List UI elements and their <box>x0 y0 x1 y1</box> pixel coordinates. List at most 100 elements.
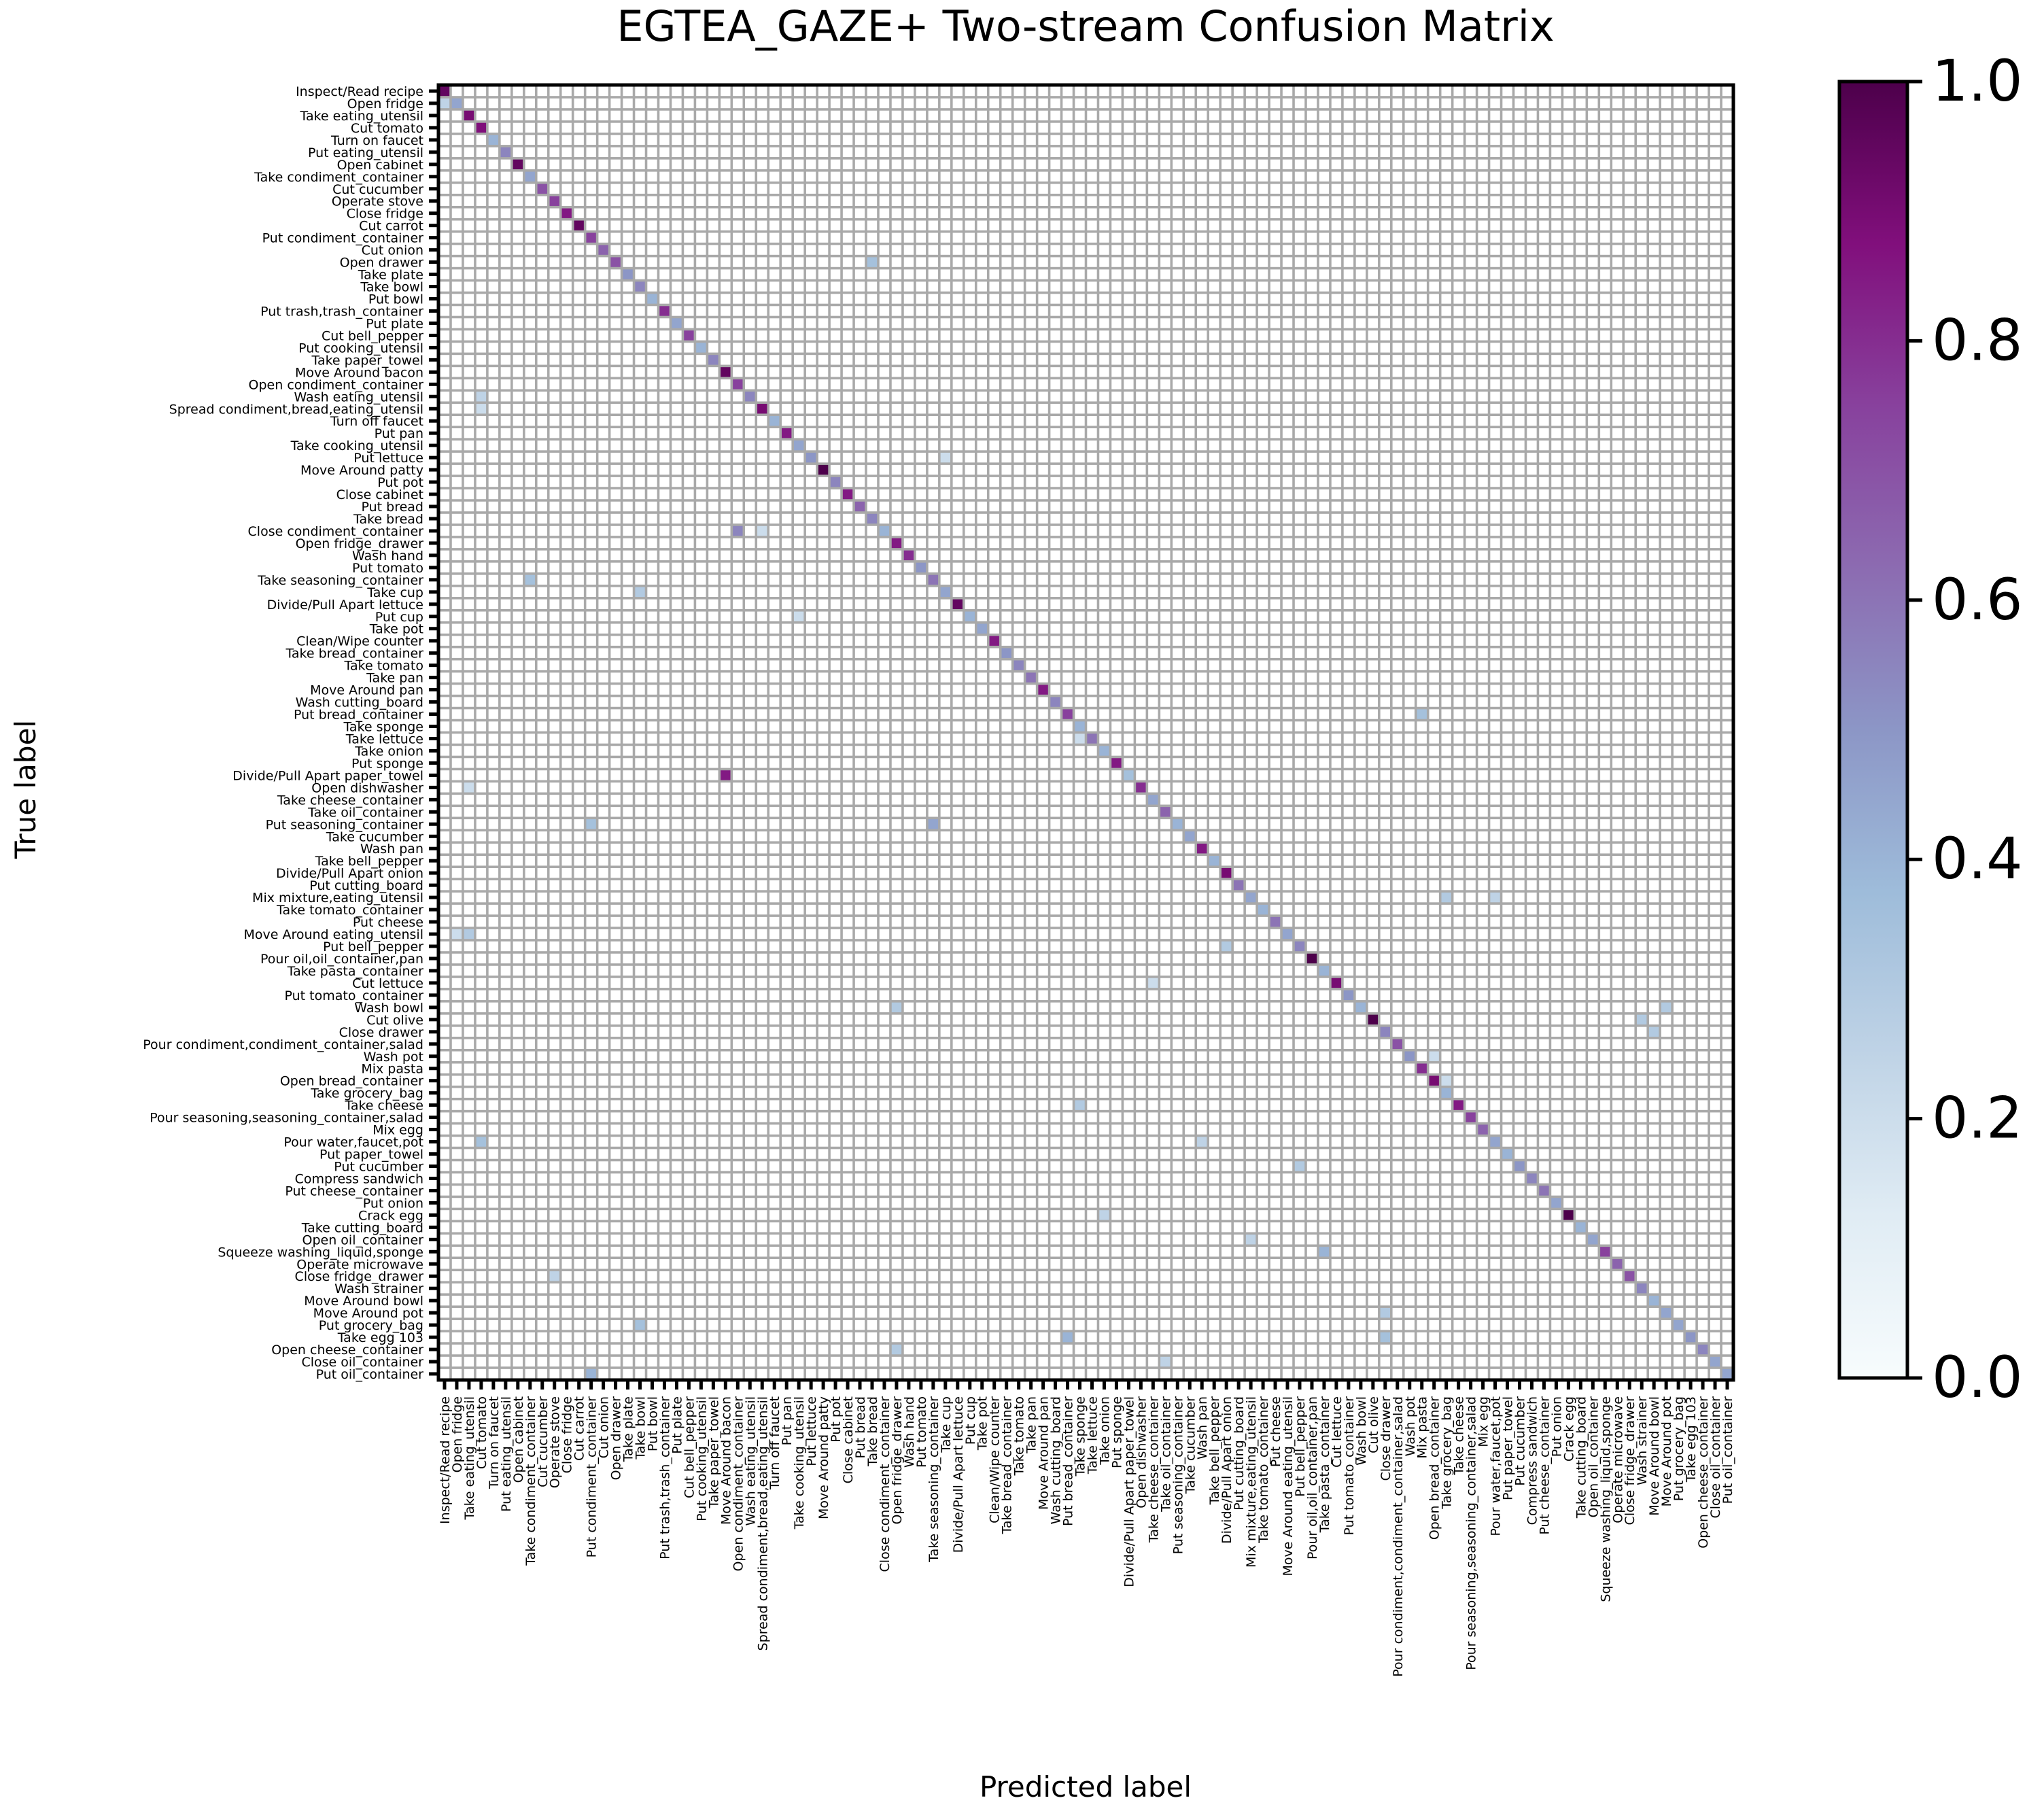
heatmap-cell <box>1563 464 1574 475</box>
heatmap-cell <box>1258 452 1268 463</box>
heatmap-cell <box>1588 330 1598 341</box>
heatmap-cell <box>1539 232 1549 243</box>
heatmap-cell <box>867 110 878 121</box>
heatmap-cell <box>659 392 670 402</box>
heatmap-cell <box>1062 318 1073 328</box>
heatmap-cell <box>586 330 596 341</box>
heatmap-cell <box>1392 477 1402 487</box>
heatmap-cell <box>672 489 682 500</box>
heatmap-cell <box>952 294 963 304</box>
heatmap-cell <box>1441 269 1451 279</box>
heatmap-cell <box>647 98 657 109</box>
heatmap-cell <box>867 477 878 487</box>
heatmap-cell <box>476 525 487 536</box>
heatmap-cell <box>1111 489 1122 500</box>
heatmap-cell <box>842 306 853 316</box>
heatmap-cell <box>782 489 792 500</box>
heatmap-cell <box>1319 648 1330 658</box>
heatmap-cell <box>1062 416 1073 426</box>
heatmap-cell <box>476 513 487 524</box>
heatmap-cell <box>854 611 865 621</box>
heatmap-cell <box>500 367 511 377</box>
heatmap-cell <box>635 135 645 145</box>
heatmap-cell <box>1710 416 1720 426</box>
heatmap-cell <box>903 428 914 438</box>
heatmap-cell <box>989 294 999 304</box>
heatmap-cell <box>476 392 487 402</box>
heatmap-cell <box>696 513 706 524</box>
heatmap-cell <box>916 196 926 206</box>
heatmap-cell <box>561 660 572 670</box>
heatmap-cell <box>916 306 926 316</box>
heatmap-cell <box>1417 501 1427 512</box>
heatmap-cell <box>854 464 865 475</box>
heatmap-cell <box>500 355 511 365</box>
heatmap-cell <box>1697 440 1708 451</box>
heatmap-cell <box>1209 355 1219 365</box>
heatmap-cell <box>623 184 633 194</box>
heatmap-cell <box>586 232 596 243</box>
heatmap-cell <box>830 440 841 451</box>
heatmap-cell <box>1417 98 1427 109</box>
heatmap-cell <box>1173 220 1183 230</box>
heatmap-cell <box>1306 135 1317 145</box>
heatmap-cell <box>1441 489 1451 500</box>
heatmap-cell <box>610 440 621 451</box>
heatmap-cell <box>684 538 694 549</box>
heatmap-cell <box>574 208 584 218</box>
heatmap-cell <box>1392 587 1402 598</box>
heatmap-cell <box>782 392 792 402</box>
heatmap-cell <box>1087 513 1097 524</box>
heatmap-cell <box>561 489 572 500</box>
heatmap-cell <box>1209 196 1219 206</box>
heatmap-cell <box>867 281 878 292</box>
heatmap-cell <box>1514 343 1525 353</box>
heatmap-cell <box>769 464 780 475</box>
heatmap-cell <box>1282 330 1293 341</box>
heatmap-cell <box>1588 98 1598 109</box>
heatmap-cell <box>879 135 890 145</box>
heatmap-cell <box>1258 525 1268 536</box>
heatmap-cell <box>1282 477 1293 487</box>
heatmap-cell <box>793 294 804 304</box>
heatmap-cell <box>1014 257 1024 267</box>
heatmap-cell <box>1099 416 1109 426</box>
heatmap-cell <box>1173 171 1183 182</box>
heatmap-cell <box>525 416 535 426</box>
heatmap-cell <box>574 428 584 438</box>
heatmap-cell <box>1404 306 1415 316</box>
heatmap-cell <box>1173 428 1183 438</box>
heatmap-cell <box>854 501 865 512</box>
heatmap-cell <box>1697 587 1708 598</box>
heatmap-cell <box>549 171 559 182</box>
heatmap-cell <box>500 196 511 206</box>
heatmap-cell <box>1221 525 1232 536</box>
heatmap-cell <box>561 343 572 353</box>
heatmap-cell <box>684 574 694 585</box>
heatmap-cell <box>1551 355 1561 365</box>
heatmap-cell <box>623 269 633 279</box>
heatmap-cell <box>672 379 682 390</box>
heatmap-cell <box>989 416 999 426</box>
heatmap-cell <box>672 110 682 121</box>
heatmap-cell <box>1026 196 1036 206</box>
heatmap-cell <box>537 513 547 524</box>
heatmap-cell <box>782 587 792 598</box>
heatmap-cell <box>1062 525 1073 536</box>
heatmap-cell <box>1392 574 1402 585</box>
heatmap-cell <box>1429 306 1439 316</box>
heatmap-cell <box>1612 367 1623 377</box>
heatmap-cell <box>1514 220 1525 230</box>
heatmap-cell <box>965 538 975 549</box>
heatmap-cell <box>1185 159 1195 170</box>
heatmap-cell <box>684 159 694 170</box>
heatmap-cell <box>635 281 645 292</box>
heatmap-cell <box>842 379 853 390</box>
heatmap-cell <box>1136 232 1146 243</box>
heatmap-cell <box>1245 392 1256 402</box>
heatmap-cell <box>1441 525 1451 536</box>
heatmap-cell <box>1282 135 1293 145</box>
heatmap-cell <box>1576 636 1586 646</box>
heatmap-cell <box>476 623 487 634</box>
heatmap-cell <box>1026 562 1036 573</box>
